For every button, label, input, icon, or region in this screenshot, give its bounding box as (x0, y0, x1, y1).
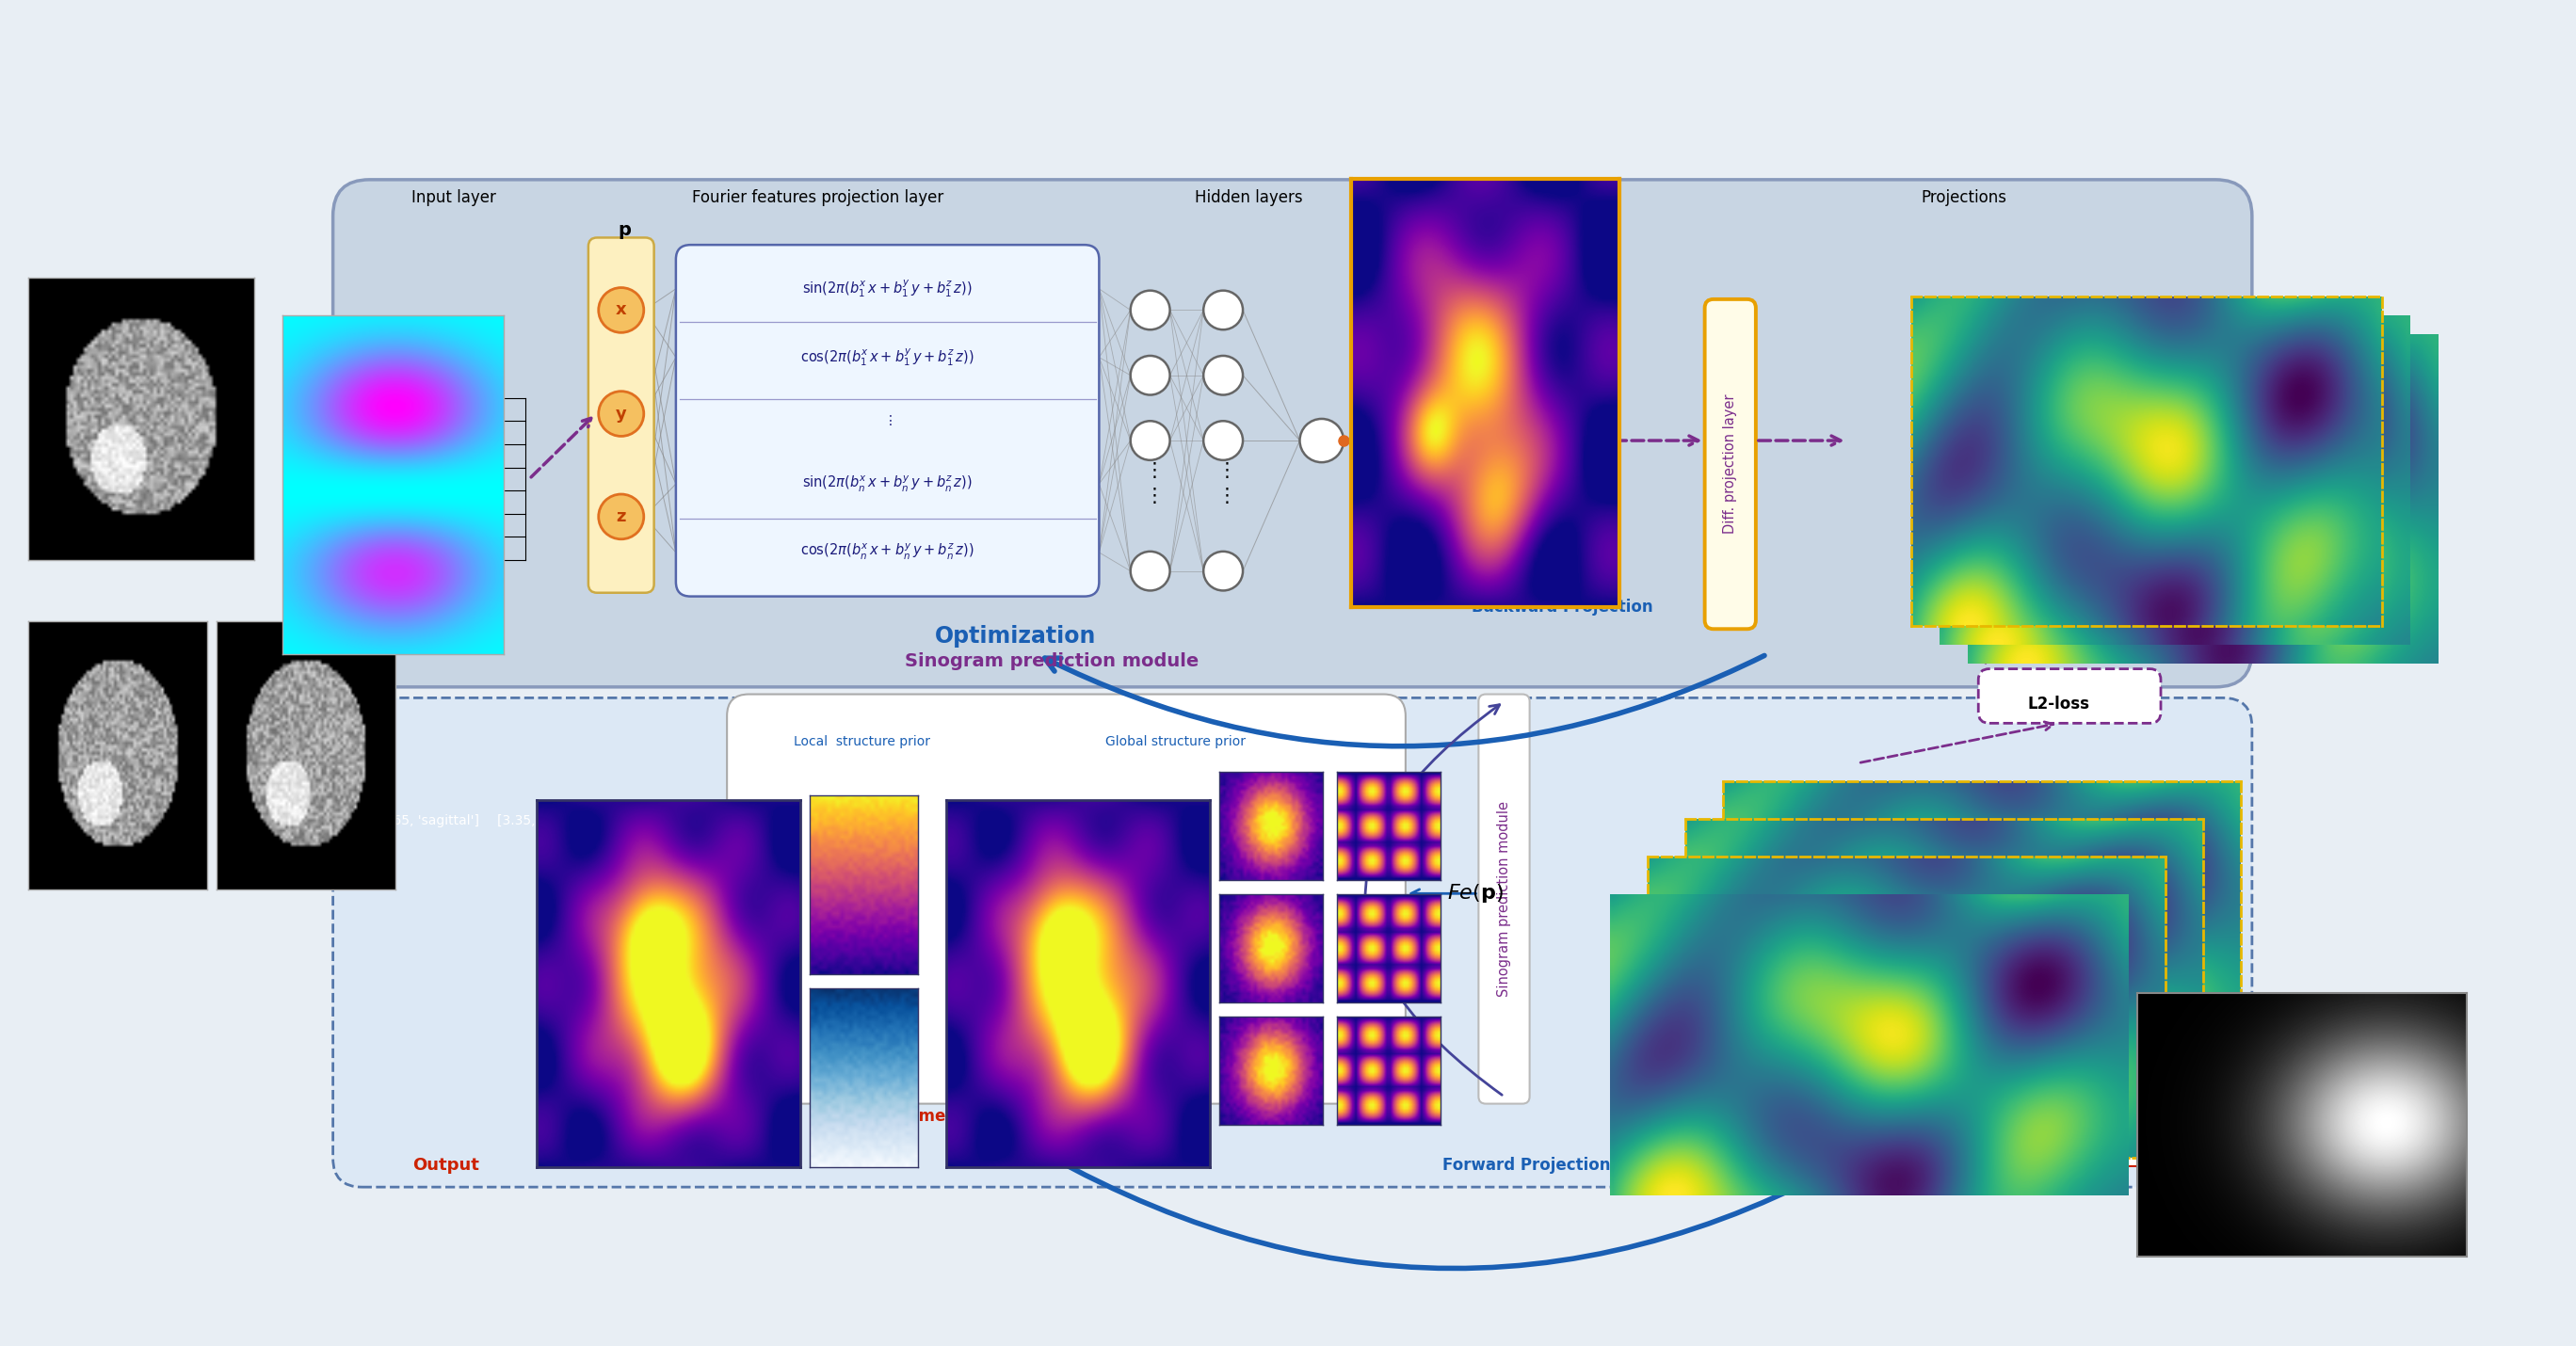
Text: $\cos(2\pi(b_n^x\,x + b_n^y\,y + b_n^z\,z))$: $\cos(2\pi(b_n^x\,x + b_n^y\,y + b_n^z\,… (801, 542, 974, 563)
Text: Input layer: Input layer (412, 190, 495, 206)
FancyBboxPatch shape (332, 179, 2251, 686)
Circle shape (1203, 552, 1242, 591)
Text: Forward Projection: Forward Projection (1443, 1156, 1610, 1174)
Text: Diff. projection layer: Diff. projection layer (1723, 394, 1736, 534)
FancyBboxPatch shape (332, 697, 2251, 1187)
FancyBboxPatch shape (1479, 695, 1530, 1104)
Text: [1.3, 4.65, 'sagittal']: [1.3, 4.65, 'sagittal'] (348, 814, 479, 828)
Text: $\vdots$: $\vdots$ (1144, 460, 1157, 479)
Text: p: p (618, 222, 631, 240)
Circle shape (1131, 421, 1170, 460)
FancyBboxPatch shape (726, 695, 1406, 1104)
Circle shape (1131, 552, 1170, 591)
Text: Global structure prior: Global structure prior (1105, 735, 1247, 748)
Text: Sinogram prediction module: Sinogram prediction module (904, 653, 1198, 670)
Circle shape (1203, 421, 1242, 460)
Text: Sinogram prediction module: Sinogram prediction module (1497, 801, 1512, 997)
Text: L2-loss: L2-loss (2027, 695, 2089, 712)
FancyBboxPatch shape (587, 238, 654, 592)
Text: Projections: Projections (1922, 190, 2007, 206)
Text: $\sin(2\pi(b_n^x\,x + b_n^y\,y + b_n^z\,z))$: $\sin(2\pi(b_n^x\,x + b_n^y\,y + b_n^z\,… (801, 474, 974, 494)
Circle shape (1131, 291, 1170, 330)
Text: $Fe(\mathbf{p})$: $Fe(\mathbf{p})$ (1448, 882, 1502, 905)
Text: [3.35, 4.65, 'axial']: [3.35, 4.65, 'axial'] (497, 814, 621, 828)
Text: $\cos(2\pi(b_1^x\,x + b_1^y\,y + b_1^z\,z))$: $\cos(2\pi(b_1^x\,x + b_1^y\,y + b_1^z\,… (801, 347, 974, 367)
Circle shape (598, 288, 644, 332)
Circle shape (598, 494, 644, 540)
Text: y: y (616, 405, 626, 423)
Text: Optimization: Optimization (935, 625, 1095, 647)
Text: x: x (616, 302, 626, 319)
Text: $\vdots$: $\vdots$ (1144, 486, 1157, 506)
Text: Geometry refinement module: Geometry refinement module (884, 1108, 1146, 1125)
Text: Local  structure prior: Local structure prior (793, 735, 930, 748)
Text: $\sin(2\pi(b_1^x\,x + b_1^y\,y + b_1^z\,z))$: $\sin(2\pi(b_1^x\,x + b_1^y\,y + b_1^z\,… (801, 279, 974, 299)
Circle shape (1203, 291, 1242, 330)
Text: Hidden layers: Hidden layers (1195, 190, 1303, 206)
Text: [1.3, 7.95, 'coronal']: [1.3, 7.95, 'coronal'] (366, 561, 497, 573)
Text: Density field layer: Density field layer (1455, 190, 1597, 206)
Text: z: z (616, 509, 626, 525)
FancyBboxPatch shape (1705, 299, 1757, 629)
FancyBboxPatch shape (1978, 669, 2161, 723)
Text: Backward Projection: Backward Projection (1471, 599, 1654, 615)
Circle shape (1131, 355, 1170, 394)
FancyBboxPatch shape (675, 245, 1100, 596)
Text: Output: Output (412, 1156, 479, 1174)
Text: $\vdots$: $\vdots$ (1216, 486, 1229, 506)
Text: Fourier features projection layer: Fourier features projection layer (693, 190, 943, 206)
Circle shape (1203, 355, 1242, 394)
Circle shape (1301, 419, 1345, 462)
Text: $\vdots$: $\vdots$ (1216, 460, 1229, 479)
Circle shape (598, 392, 644, 436)
Text: $\vdots$: $\vdots$ (884, 413, 891, 428)
Text: CT measurements: CT measurements (1986, 1144, 2146, 1162)
